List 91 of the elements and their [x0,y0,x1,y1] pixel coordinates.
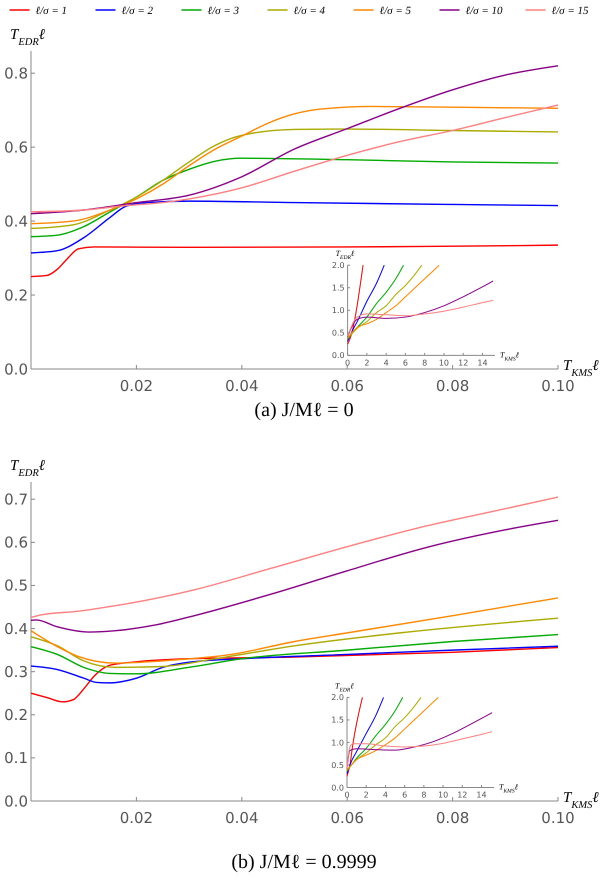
x-tick-label: 0.06 [330,377,364,395]
line-series [346,696,422,771]
x-tick-label: 4 [382,790,388,800]
y-tick-label: 0.0 [4,792,28,810]
x-axis-title: T$_{KMS}$ℓ [499,782,519,794]
x-tick-label: 4 [384,358,389,368]
y-tick-label: 1.5 [332,284,345,293]
y-tick-label: 0.4 [4,620,28,638]
x-tick-label: 0.04 [225,809,259,827]
x-axis-title: T$_{KMS}$ℓ [563,790,600,810]
x-tick-label: 2 [364,790,369,800]
x-tick-label: 0.10 [541,809,575,827]
y-tick-label: 1.0 [331,738,344,748]
x-tick-label: 14 [476,790,487,800]
y-tick-label: 2.0 [331,693,344,702]
line-series [347,264,422,339]
x-tick-label: 6 [402,790,408,800]
y-axis-title: T$_{EDR}$ℓ [10,458,46,478]
line-series [346,696,363,777]
line-series [346,696,384,774]
x-tick-label: 0.02 [120,377,154,395]
y-tick-label: 0.1 [4,749,28,768]
y-tick-label: 1.0 [332,306,345,316]
legend-label: ℓ/σ = 1 [36,5,67,17]
legend-label: ℓ/σ = 4 [294,5,326,17]
x-tick-label: 12 [458,358,468,368]
x-axis-title: T$_{KMS}$ℓ [500,350,520,362]
line-series [30,520,559,633]
y-tick-label: 0.5 [4,576,28,595]
x-tick-label: 8 [421,790,426,800]
line-series [347,264,385,342]
x-tick-label: 12 [457,790,468,800]
y-tick-label: 0.7 [4,490,28,508]
line-series [346,696,404,772]
x-tick-label: 10 [438,358,450,368]
line-series [30,200,559,254]
line-series [346,696,439,770]
x-tick-label: 0.02 [120,809,154,827]
y-tick-label: 0.6 [4,534,28,552]
y-tick-label: 2.0 [332,261,345,270]
y-tick-label: 0.0 [331,783,344,792]
line-series [30,646,559,684]
line-series [30,496,559,618]
y-tick-label: 1.5 [331,716,344,725]
text: (b) J/Mℓ = 0.9999 [231,851,377,873]
x-tick-label: 6 [402,358,408,368]
x-tick-label: 0.08 [436,809,470,827]
line-series [30,618,559,668]
y-axis-title: T$_{EDR}$ℓ [10,27,46,48]
y-axis-title: T$_{EDR}$ℓ [335,681,354,694]
line-series [346,731,493,769]
x-tick-label: 0.10 [541,377,575,395]
x-tick-label: 0 [344,790,350,800]
x-tick-label: 0 [345,358,350,368]
text: (a) J/Mℓ = 0 [254,399,354,421]
line-series [347,280,494,337]
y-tick-label: 0.2 [4,706,28,724]
y-tick-label: 0.5 [331,760,344,770]
x-tick-label: 0.06 [330,809,364,827]
x-tick-label: 0.04 [225,377,259,395]
line-series [30,158,559,238]
line-series [30,244,559,278]
y-tick-label: 0.0 [332,351,345,360]
line-series [347,300,494,337]
y-axis-title: T$_{EDR}$ℓ [336,249,355,262]
x-tick-label: 2 [364,358,370,368]
line-series [30,128,559,230]
y-tick-label: 0.5 [332,328,345,338]
x-tick-label: 8 [422,358,428,368]
legend-label: ℓ/σ = 2 [122,5,154,17]
x-tick-label: 14 [477,358,488,368]
y-tick-label: 0.0 [4,360,28,378]
line-series [30,65,559,214]
y-tick-label: 0.6 [4,138,28,156]
y-tick-label: 0.8 [4,64,28,82]
line-series [346,712,493,770]
line-series [30,634,559,675]
y-tick-label: 0.2 [4,286,28,304]
x-tick-label: 10 [438,790,448,800]
y-tick-label: 0.3 [4,662,28,681]
line-series [30,597,559,664]
line-series [30,646,559,703]
legend-label: ℓ/σ = 5 [380,5,412,17]
legend-label: ℓ/σ = 3 [208,5,240,17]
legend-label: ℓ/σ = 10 [466,5,503,17]
line-series [347,264,404,340]
line-series [347,264,440,338]
x-tick-label: 0.08 [436,377,470,395]
legend-label: ℓ/σ = 15 [552,5,589,17]
y-tick-label: 0.4 [4,212,28,230]
x-axis-title: T$_{KMS}$ℓ [563,358,600,378]
